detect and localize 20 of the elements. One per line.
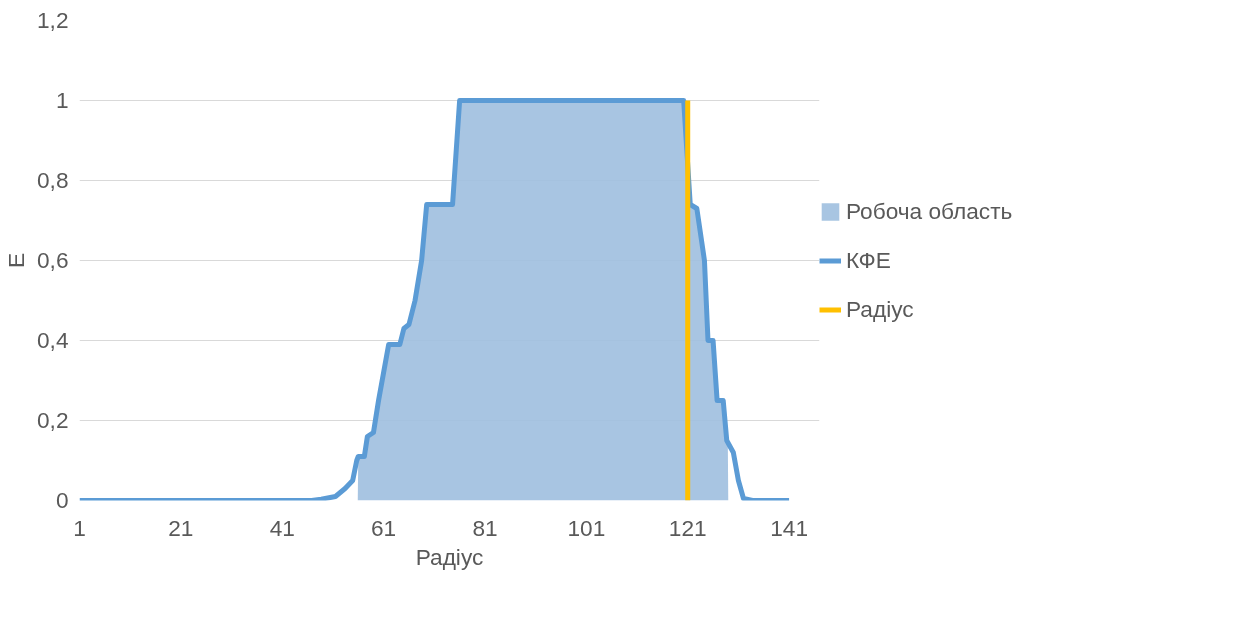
y-tick-label: 1: [55, 87, 69, 113]
y-tick-label: 0: [55, 487, 69, 513]
x-tick-label: 81: [472, 514, 498, 541]
x-tick-label: 121: [668, 514, 707, 541]
x-tick-label: 21: [168, 514, 194, 541]
x-tick-label: 41: [269, 514, 295, 541]
y-tick-label: 0,4: [37, 327, 69, 353]
x-tick-label: 141: [770, 514, 808, 541]
x-tick-label: 61: [371, 514, 397, 541]
x-axis-title: Радіус: [415, 543, 484, 570]
y-tick-label: 0,8: [37, 167, 69, 193]
y-tick-label: 1,2: [37, 7, 69, 33]
legend-label: Робоча область: [846, 197, 1013, 225]
x-tick-label: 101: [567, 514, 606, 541]
y-tick-label: 0,2: [37, 407, 69, 433]
legend-label: КФЕ: [846, 246, 891, 274]
y-tick-label: 0,6: [37, 247, 69, 273]
legend-label: Радіус: [846, 295, 914, 323]
y-axis-title: E: [3, 252, 29, 269]
x-tick-label: 1: [73, 514, 86, 541]
